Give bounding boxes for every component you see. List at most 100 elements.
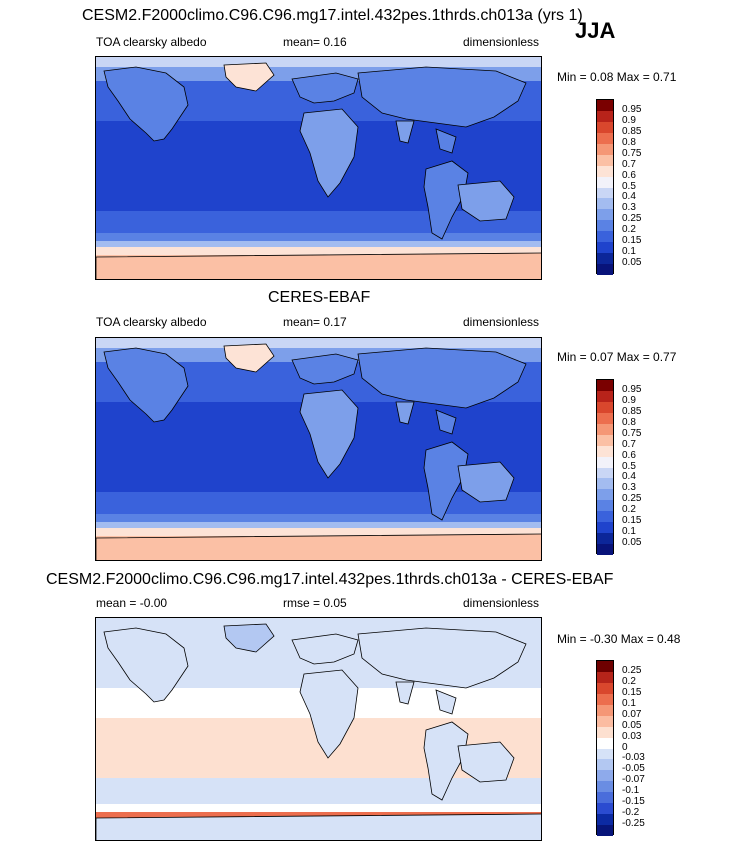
colorbar-swatch <box>597 781 613 793</box>
albedo-band <box>96 522 541 528</box>
albedo-band <box>96 514 541 522</box>
colorbar-tick-label: 0.15 <box>622 686 642 698</box>
colorbar-swatch <box>597 671 613 683</box>
asia-outline <box>357 66 527 128</box>
colorbar-tick-label: 0.03 <box>622 730 642 742</box>
india-outline <box>395 401 415 425</box>
colorbar-swatch <box>597 434 613 446</box>
colorbar-swatch <box>597 737 613 749</box>
colorbar-swatch <box>597 748 613 760</box>
colorbar-tick-label: 0.9 <box>622 394 636 406</box>
colorbar-swatch <box>597 253 613 265</box>
colorbar-tick-label: 0.7 <box>622 438 636 450</box>
colorbar-swatch <box>597 121 613 133</box>
australia-outline <box>457 180 515 222</box>
antarctica-outline <box>96 533 541 560</box>
colorbar-swatch <box>597 154 613 166</box>
albedo-band <box>96 241 541 247</box>
antarctica-outline <box>96 813 541 840</box>
panel2-units: dimensionless <box>463 315 540 329</box>
europe-outline <box>291 72 359 104</box>
colorbar-tick-label: 0.15 <box>622 515 642 527</box>
africa-outline <box>299 108 359 198</box>
albedo-band <box>96 528 541 536</box>
colorbar-swatch <box>597 693 613 705</box>
colorbar-tick-label: 0.8 <box>622 416 636 428</box>
colorbar-tick-label: 0.85 <box>622 405 642 417</box>
north-america-outline <box>103 347 189 423</box>
colorbar-swatch <box>597 165 613 177</box>
colorbar-swatch <box>597 445 613 457</box>
map-canvas <box>96 338 541 560</box>
colorbar-swatch <box>597 500 613 512</box>
colorbar-tick-label: 0.5 <box>622 460 636 472</box>
colorbar-swatch <box>597 489 613 501</box>
panel1-units: dimensionless <box>463 35 540 49</box>
south-america-outline <box>423 721 469 801</box>
colorbar-tick-label: -0.07 <box>622 774 645 786</box>
diff-band <box>96 778 541 804</box>
colorbar-swatch <box>597 544 613 555</box>
colorbar-swatch <box>597 478 613 490</box>
colorbar-tick-label: 0.2 <box>622 224 636 236</box>
colorbar-tick-label: -0.1 <box>622 785 640 797</box>
panel1-mean: mean= 0.16 <box>283 35 347 49</box>
colorbar-tick-label: 0.25 <box>622 493 642 505</box>
colorbar-swatch <box>597 209 613 221</box>
colorbar-swatch <box>597 770 613 782</box>
colorbar-tick-label: 0.1 <box>622 246 636 258</box>
colorbar-swatch <box>597 522 613 534</box>
colorbar-swatch <box>597 467 613 479</box>
colorbar-swatch <box>597 715 613 727</box>
albedo-band <box>96 247 541 255</box>
colorbar-swatch <box>597 792 613 804</box>
colorbar-swatch <box>597 176 613 188</box>
colorbar-swatch <box>597 825 613 836</box>
colorbar-tick-label: 0.15 <box>622 235 642 247</box>
colorbar-swatch <box>597 380 613 391</box>
colorbar-tick-label: 0.1 <box>622 526 636 538</box>
colorbar-tick-label: 0.2 <box>622 504 636 516</box>
panel2-colorbar <box>596 379 614 555</box>
colorbar-swatch <box>597 100 613 111</box>
colorbar-swatch <box>597 803 613 815</box>
colorbar-swatch <box>597 412 613 424</box>
colorbar-tick-label: 0.3 <box>622 202 636 214</box>
panel3-mean: mean = -0.00 <box>96 596 168 610</box>
colorbar-swatch <box>597 661 613 672</box>
panel2-field: TOA clearsky albedo <box>96 315 207 329</box>
panel1-minmax: Min = 0.08 Max = 0.71 <box>557 70 677 84</box>
colorbar-tick-label: 0.25 <box>622 213 642 225</box>
colorbar-tick-label: -0.15 <box>622 796 645 808</box>
europe-outline <box>291 353 359 385</box>
panel1-title: CESM2.F2000climo.C96.C96.mg17.intel.432p… <box>82 7 583 24</box>
colorbar-tick-label: -0.03 <box>622 752 645 764</box>
colorbar-tick-label: 0 <box>622 741 628 753</box>
season-label: JJA <box>575 18 616 43</box>
colorbar-tick-label: 0.8 <box>622 136 636 148</box>
india-outline <box>395 681 415 705</box>
colorbar-swatch <box>597 759 613 771</box>
colorbar-swatch <box>597 682 613 694</box>
panel2-minmax: Min = 0.07 Max = 0.77 <box>557 350 677 364</box>
se-asia-outline <box>435 128 457 154</box>
colorbar-swatch <box>597 187 613 199</box>
diff-band <box>96 812 541 818</box>
colorbar-tick-label: 0.05 <box>622 537 642 549</box>
europe-outline <box>291 633 359 665</box>
colorbar-tick-label: 0.7 <box>622 158 636 170</box>
panel1-colorbar <box>596 99 614 275</box>
colorbar-tick-label: -0.25 <box>622 818 645 830</box>
north-america-outline <box>103 627 189 703</box>
colorbar-tick-label: 0.85 <box>622 125 642 137</box>
colorbar-swatch <box>597 110 613 122</box>
panel3-units: dimensionless <box>463 596 540 610</box>
north-america-outline <box>103 66 189 142</box>
greenland-outline <box>223 62 275 92</box>
albedo-band <box>96 233 541 241</box>
colorbar-swatch <box>597 143 613 155</box>
colorbar-tick-label: 0.05 <box>622 257 642 269</box>
map-canvas <box>96 57 541 279</box>
se-asia-outline <box>435 689 457 715</box>
colorbar-tick-label: 0.1 <box>622 697 636 709</box>
